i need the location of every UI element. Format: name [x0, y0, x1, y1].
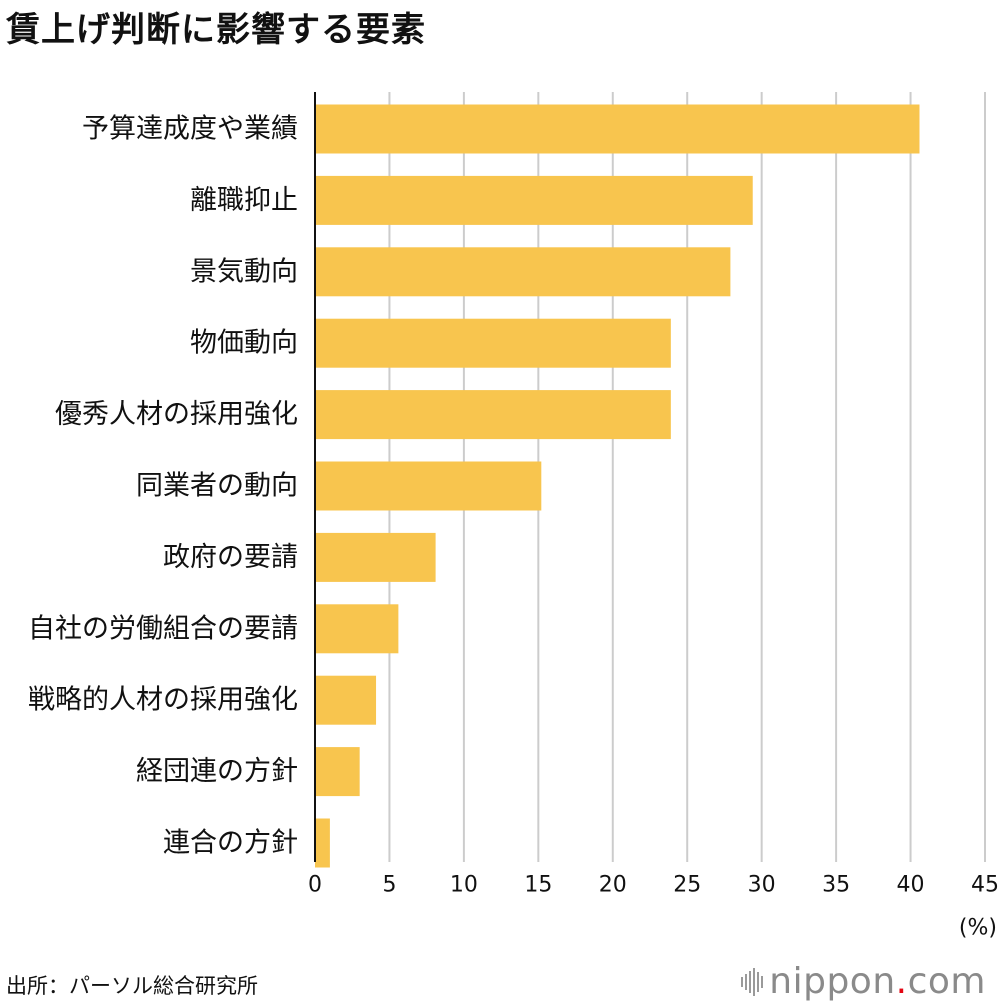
bar-5 — [315, 390, 671, 440]
bar-chart: 予算達成度や業績離職抑止景気動向物価動向優秀人材の採用強化同業者の動向政府の要請… — [28, 92, 999, 941]
category-label-9: 戦略的人材の採用強化 — [28, 685, 298, 716]
category-label-5: 優秀人材の採用強化 — [55, 399, 298, 430]
source-note: 出所：パーソル総合研究所 — [6, 974, 258, 998]
x-tick-label-45: 45 — [971, 873, 999, 898]
brand-name-part1: nippon — [769, 961, 896, 1002]
bar-11 — [315, 818, 330, 868]
category-label-4: 物価動向 — [190, 328, 298, 359]
x-tick-label-40: 40 — [897, 873, 925, 898]
x-tick-label-30: 30 — [748, 873, 776, 898]
category-label-7: 政府の要請 — [163, 542, 298, 573]
brand-name-part2: com — [907, 961, 986, 1002]
chart-title: 賃上げ判断に影響する要素 — [6, 10, 426, 50]
sound-wave-icon — [741, 967, 764, 996]
x-tick-label-25: 25 — [673, 873, 701, 898]
x-tick-label-0: 0 — [308, 873, 322, 898]
brand-name-dot: . — [895, 961, 908, 1002]
bar-6 — [315, 461, 542, 511]
bar-9 — [315, 675, 377, 725]
x-tick-label-20: 20 — [599, 873, 627, 898]
x-tick-label-35: 35 — [822, 873, 850, 898]
x-tick-labels: 0 5 10 15 20 25 30 35 40 45 — [308, 873, 999, 898]
category-label-8: 自社の労働組合の要請 — [28, 613, 298, 644]
bar-8 — [315, 604, 399, 654]
category-label-10: 経団連の方針 — [136, 756, 298, 787]
x-tick-label-5: 5 — [382, 873, 396, 898]
x-tick-label-15: 15 — [524, 873, 552, 898]
category-label-2: 離職抑止 — [190, 185, 298, 216]
category-label-6: 同業者の動向 — [136, 471, 298, 502]
category-label-3: 景気動向 — [190, 256, 298, 287]
brand-name: nippon.com — [769, 961, 986, 1002]
bar-10 — [315, 747, 360, 797]
bar-2 — [315, 175, 753, 225]
category-labels: 予算達成度や業績離職抑止景気動向物価動向優秀人材の採用強化同業者の動向政府の要請… — [28, 114, 298, 859]
category-label-1: 予算達成度や業績 — [82, 114, 298, 145]
brand-logo: nippon.com — [741, 961, 986, 1002]
bar-3 — [315, 247, 731, 297]
bar-4 — [315, 318, 671, 368]
bar-7 — [315, 532, 436, 582]
bars — [315, 104, 920, 868]
category-label-11: 連合の方針 — [163, 828, 298, 859]
bar-1 — [315, 104, 920, 154]
x-axis-unit-label: (%) — [959, 916, 997, 941]
x-tick-label-10: 10 — [450, 873, 478, 898]
